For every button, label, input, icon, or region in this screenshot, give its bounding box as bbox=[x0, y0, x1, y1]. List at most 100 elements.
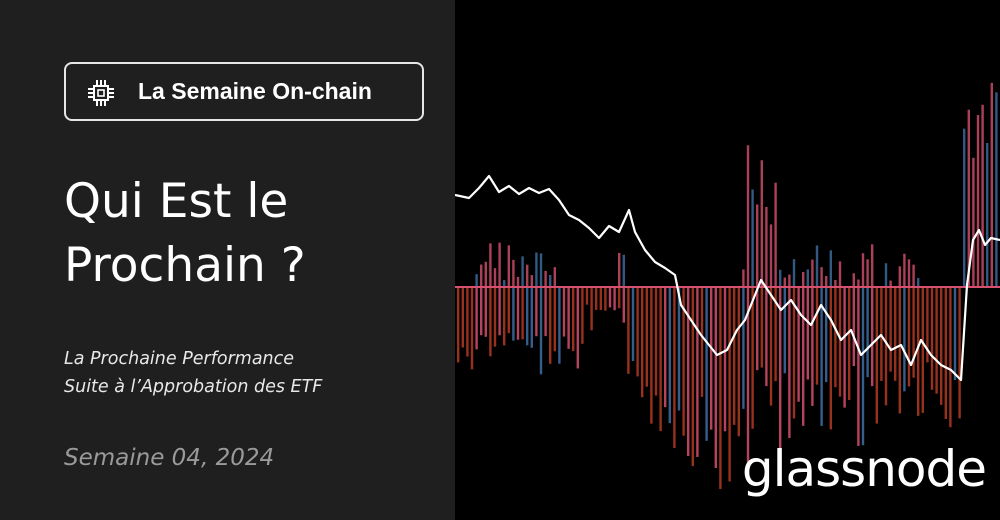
chart-bar bbox=[572, 287, 575, 352]
chart-bar bbox=[475, 287, 478, 350]
chart-bar bbox=[530, 275, 533, 287]
chart-bar bbox=[521, 256, 524, 287]
chart-bar bbox=[926, 287, 929, 363]
chart-bar bbox=[898, 266, 901, 287]
chart-bar bbox=[829, 250, 832, 287]
chart-bar bbox=[480, 287, 483, 336]
chart-bar bbox=[719, 287, 722, 490]
chart-bar bbox=[604, 287, 607, 311]
badge-label: La Semaine On-chain bbox=[138, 78, 372, 104]
chart-bar bbox=[921, 287, 924, 413]
chart-bar bbox=[549, 274, 552, 287]
chart-bar bbox=[567, 287, 570, 349]
chart-bar bbox=[990, 82, 993, 288]
chart-bar bbox=[751, 189, 754, 287]
chart-bar bbox=[825, 287, 828, 383]
chart-bar bbox=[765, 206, 768, 287]
chart-bar bbox=[815, 287, 819, 385]
chart-bar bbox=[884, 263, 888, 287]
chart-bar bbox=[815, 245, 819, 287]
chart-bar bbox=[631, 287, 635, 362]
chart-bar bbox=[608, 287, 612, 308]
chart-bar bbox=[884, 287, 888, 406]
chart-bar bbox=[802, 271, 805, 287]
chart-bar bbox=[852, 287, 855, 367]
chart-bar bbox=[590, 287, 593, 331]
chart-bar bbox=[733, 287, 736, 425]
title-line-2: Prochain ? bbox=[64, 238, 306, 293]
chart-bar bbox=[760, 287, 763, 368]
chart-bar bbox=[737, 287, 740, 437]
chart-bar bbox=[912, 287, 915, 378]
chart-bar bbox=[783, 277, 786, 287]
chart-bar bbox=[742, 287, 745, 409]
chart-bar bbox=[526, 287, 529, 346]
chart-bar bbox=[535, 287, 538, 337]
chart-bar bbox=[668, 287, 671, 424]
chart-bar bbox=[613, 287, 616, 311]
chart-bar bbox=[549, 287, 552, 364]
chart-bar bbox=[820, 287, 823, 426]
chart-bar bbox=[705, 287, 708, 441]
chart-bar bbox=[838, 261, 842, 287]
chart-bar bbox=[903, 253, 906, 287]
chip-icon bbox=[88, 80, 114, 106]
chart-bar bbox=[553, 287, 556, 352]
chart-bar bbox=[811, 287, 814, 406]
chart-bar bbox=[746, 287, 750, 470]
chart-bar bbox=[875, 287, 878, 424]
chart-bar bbox=[581, 287, 584, 344]
chart-bar bbox=[622, 254, 625, 287]
chart-bar bbox=[470, 287, 474, 370]
chart-bar bbox=[866, 287, 869, 378]
chart-bar bbox=[834, 279, 837, 287]
chart-bar bbox=[797, 287, 800, 402]
chart-bar bbox=[995, 92, 998, 287]
chart-bar bbox=[503, 287, 506, 346]
chart-bar bbox=[953, 287, 957, 381]
chart-bar bbox=[539, 253, 543, 287]
chart-bar bbox=[539, 287, 543, 375]
chart-bar bbox=[917, 287, 920, 416]
subtitle-line-2: Suite à l’Approbation des ETF bbox=[64, 377, 323, 397]
chart-artwork: glassnode bbox=[455, 0, 1000, 520]
chart-bar bbox=[687, 287, 690, 457]
chart-bar bbox=[710, 287, 713, 430]
chart-bar bbox=[558, 287, 561, 364]
chart-bar bbox=[788, 287, 791, 439]
chart-bar bbox=[493, 268, 497, 287]
chart-bar bbox=[825, 276, 828, 287]
chart-bar bbox=[783, 287, 786, 374]
chart-bar bbox=[516, 276, 520, 287]
chart-bar bbox=[512, 287, 515, 341]
chart-bar bbox=[898, 287, 901, 414]
chart-bar bbox=[507, 245, 510, 287]
chart-bar bbox=[641, 287, 644, 398]
chart-bar bbox=[765, 287, 768, 387]
chart-bar bbox=[940, 287, 943, 405]
chart-bar bbox=[834, 287, 837, 388]
chart-bar bbox=[751, 287, 754, 429]
chart-bar bbox=[903, 287, 906, 392]
chart-bar bbox=[585, 287, 589, 305]
chart-bar bbox=[774, 182, 777, 287]
chart-bar bbox=[466, 287, 469, 357]
text-panel: La Semaine On-chain Qui Est le Prochain … bbox=[0, 0, 455, 520]
chart-bar bbox=[535, 252, 538, 287]
chart-bar bbox=[986, 142, 989, 287]
chart-bar bbox=[530, 287, 533, 348]
glassnode-logo: glassnode bbox=[741, 440, 987, 498]
chart-bar bbox=[792, 287, 796, 419]
chart-bar bbox=[811, 259, 814, 287]
chart-bar bbox=[562, 287, 566, 337]
page-title: Qui Est le Prochain ? bbox=[64, 170, 444, 298]
title-line-1: Qui Est le bbox=[64, 174, 289, 229]
chart-bar bbox=[792, 259, 796, 287]
chart-bar bbox=[553, 267, 556, 287]
chart-bar bbox=[788, 274, 791, 287]
chart-bar bbox=[636, 287, 639, 377]
chart-bar bbox=[857, 287, 860, 446]
chart-bar bbox=[650, 287, 653, 424]
series-badge: La Semaine On-chain bbox=[64, 62, 424, 121]
